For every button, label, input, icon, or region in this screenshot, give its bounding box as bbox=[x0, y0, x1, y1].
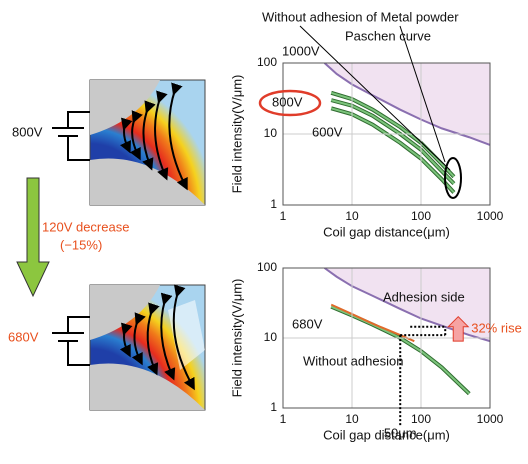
x-tick-label: 1 bbox=[280, 209, 287, 223]
decrease-pct: (−15%) bbox=[60, 237, 102, 252]
field-diagram-bottom bbox=[52, 284, 206, 411]
top-voltage: 800V bbox=[12, 124, 43, 139]
y-tick-label: 100 bbox=[257, 55, 277, 69]
region-shade bbox=[324, 268, 490, 342]
series-label: 600V bbox=[312, 124, 343, 139]
x-axis-label: Coil gap distance(μm) bbox=[323, 224, 450, 239]
series-label: Paschen curve bbox=[345, 28, 431, 43]
y-axis-label: Field intensity(V/μm) bbox=[229, 279, 244, 398]
x-axis-label: Coil gap distance(μm) bbox=[323, 427, 450, 442]
annotation: Without adhesion of Metal powder bbox=[262, 9, 459, 24]
series-label: Without adhesion bbox=[303, 353, 403, 368]
y-tick-label: 100 bbox=[257, 260, 277, 274]
series-label: Adhesion side bbox=[383, 289, 465, 304]
y-tick-label: 1 bbox=[270, 197, 277, 211]
curve-ring bbox=[444, 157, 462, 199]
y-tick-label: 10 bbox=[264, 126, 278, 140]
decrease-label: 120V decrease bbox=[42, 219, 129, 234]
series-line bbox=[330, 303, 415, 343]
x-tick-label: 10 bbox=[345, 209, 359, 223]
x-tick-label: 1000 bbox=[477, 209, 504, 223]
series-label: 800V bbox=[272, 94, 303, 109]
bottom-voltage: 680V bbox=[8, 329, 39, 344]
rise-arrow bbox=[447, 315, 470, 342]
y-tick-label: 10 bbox=[264, 330, 278, 344]
x-tick-label: 1 bbox=[280, 412, 287, 426]
rise-label: 32% rise bbox=[471, 320, 522, 335]
y-axis-label: Field intensity(V/μm) bbox=[229, 75, 244, 194]
x-tick-label: 100 bbox=[411, 412, 431, 426]
marker-label: 50μm bbox=[384, 425, 417, 440]
plot-frame bbox=[282, 267, 491, 409]
x-tick-label: 1000 bbox=[477, 412, 504, 426]
series-label: 1000V bbox=[282, 43, 320, 58]
plot-frame bbox=[282, 62, 491, 206]
field-diagram-top bbox=[52, 79, 206, 206]
region-shade bbox=[324, 63, 490, 145]
highlight-ring bbox=[258, 89, 322, 117]
y-tick-label: 1 bbox=[270, 400, 277, 414]
x-tick-label: 10 bbox=[345, 412, 359, 426]
leader bbox=[299, 25, 451, 171]
annotation: 680V bbox=[292, 316, 323, 331]
decrease-arrow bbox=[16, 177, 50, 298]
x-tick-label: 100 bbox=[411, 209, 431, 223]
